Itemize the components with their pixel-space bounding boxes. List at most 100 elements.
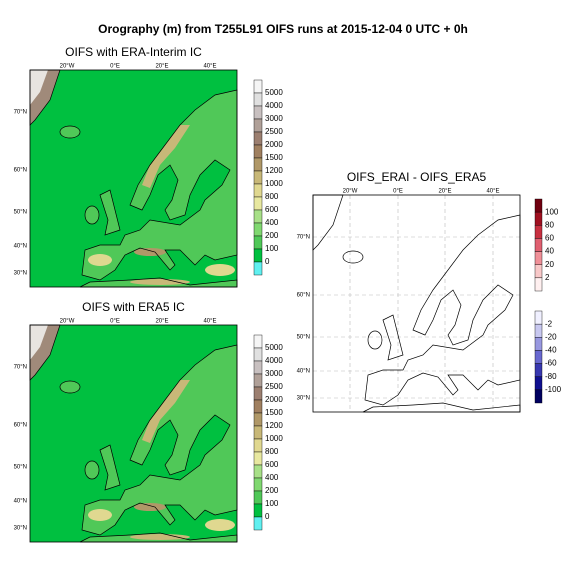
lon-label: 20°E: [438, 189, 451, 195]
colorbar-segment: [253, 144, 263, 159]
colorbar-label: 200: [265, 486, 279, 495]
panel-title: OIFS_ERAI - OIFS_ERA5: [347, 170, 487, 184]
colorbar-label: 400: [265, 473, 279, 482]
map: [29, 69, 238, 288]
lon-label: 20°E: [155, 319, 168, 325]
colorbar-label: -20: [545, 332, 557, 341]
colorbar-label: 2500: [265, 127, 283, 136]
lat-label: 50°N: [14, 465, 27, 471]
colorbar-segment: [253, 118, 263, 133]
map-frame: [29, 69, 238, 288]
colorbar-segment: [253, 386, 263, 401]
colorbar-label: 1000: [265, 434, 283, 443]
lat-label: 70°N: [297, 235, 310, 241]
colorbar-label: 60: [545, 234, 554, 243]
panel-title: OIFS with ERA5 IC: [82, 300, 185, 314]
lon-label: 20°E: [155, 64, 168, 70]
colorbar-segment: [253, 464, 263, 479]
lon-label: 40°E: [486, 189, 499, 195]
colorbar-label: 200: [265, 231, 279, 240]
colorbar-label: 600: [265, 205, 279, 214]
colorbar-label: 800: [265, 192, 279, 201]
colorbar-segment: [253, 92, 263, 107]
colorbar-label: 3000: [265, 369, 283, 378]
colorbar-label: 1500: [265, 153, 283, 162]
colorbar-label: 100: [545, 207, 559, 216]
lat-label: 70°N: [14, 365, 27, 371]
map: [29, 324, 238, 543]
lat-label: 40°N: [14, 244, 27, 250]
colorbar-segment: [253, 347, 263, 362]
colorbar-segment: [253, 105, 263, 120]
map-frame: [29, 324, 238, 543]
colorbar-label: 1500: [265, 408, 283, 417]
colorbar-label: 2: [545, 273, 550, 282]
colorbar-label: 2000: [265, 140, 283, 149]
colorbar-segment: [534, 350, 543, 364]
colorbar-segment: [534, 323, 543, 338]
lon-label: 20°W: [343, 189, 358, 195]
colorbar-label: -2: [545, 319, 553, 328]
lat-label: 70°N: [14, 110, 27, 116]
lat-label: 40°N: [14, 499, 27, 505]
colorbar-segment: [534, 376, 543, 391]
lat-label: 50°N: [297, 335, 310, 341]
colorbar-segment: [253, 490, 263, 505]
colorbar-segment: [534, 198, 543, 213]
panel-title: OIFS with ERA-Interim IC: [65, 45, 202, 59]
colorbar-segment: [253, 183, 263, 198]
colorbar-segment: [534, 264, 543, 279]
colorbar-segment: [253, 79, 263, 94]
colorbar-segment: [253, 235, 263, 250]
lon-label: 0°E: [110, 319, 120, 325]
colorbar-segment: [253, 248, 263, 263]
lat-label: 60°N: [14, 423, 27, 429]
colorbar-segment: [253, 399, 263, 414]
colorbar-label: 800: [265, 447, 279, 456]
colorbar-label: 600: [265, 460, 279, 469]
colorbar-label: 40: [545, 247, 554, 256]
colorbar-label: 1200: [265, 166, 283, 175]
colorbar-segment: [534, 251, 543, 265]
colorbar-segment: [253, 503, 263, 518]
colorbar-label: 100: [265, 244, 279, 253]
lat-label: 60°N: [14, 168, 27, 174]
colorbar-segment: [253, 373, 263, 388]
lat-label: 60°N: [297, 293, 310, 299]
map-background: [313, 195, 520, 412]
lon-label: 0°E: [110, 64, 120, 70]
colorbar-label: 5000: [265, 88, 283, 97]
colorbar-segment: [253, 209, 263, 224]
colorbar-label: 400: [265, 218, 279, 227]
lat-label: 30°N: [14, 526, 27, 532]
colorbar-segment: [253, 360, 263, 375]
colorbar-segment: [534, 337, 543, 351]
colorbar-segment: [534, 389, 543, 404]
colorbar-label: 100: [265, 499, 279, 508]
colorbar-segment: [253, 131, 263, 146]
colorbar-segment: [253, 425, 263, 440]
colorbar-label: 0: [265, 257, 270, 266]
colorbar-label: 0: [265, 512, 270, 521]
colorbar-segment: [253, 516, 263, 531]
colorbar-segment: [534, 277, 543, 292]
colorbar-label: -80: [545, 372, 557, 381]
colorbar-segment: [253, 412, 263, 427]
colorbar-segment: [253, 170, 263, 185]
map-frame: [312, 194, 521, 413]
figure-title: Orography (m) from T255L91 OIFS runs at …: [98, 22, 468, 36]
colorbar-label: 80: [545, 220, 554, 229]
colorbar-segment: [253, 261, 263, 276]
lon-label: 0°E: [393, 189, 403, 195]
colorbar-label: 1000: [265, 179, 283, 188]
colorbar-label: 4000: [265, 101, 283, 110]
colorbar-segment: [253, 334, 263, 349]
colorbar-label: 1200: [265, 421, 283, 430]
lat-label: 40°N: [297, 369, 310, 375]
colorbar-label: 20: [545, 260, 554, 269]
colorbar-segment: [534, 310, 543, 325]
colorbar-label: -100: [545, 385, 562, 394]
colorbar-label: 2500: [265, 382, 283, 391]
colorbar-segment: [253, 477, 263, 492]
